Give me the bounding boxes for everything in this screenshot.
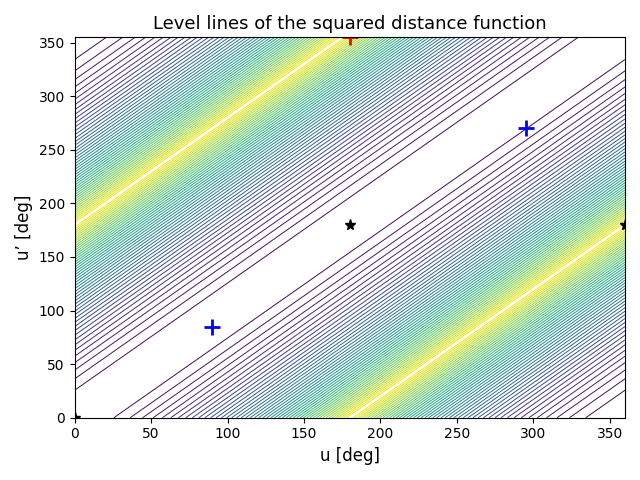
X-axis label: u [deg]: u [deg] [320, 447, 380, 465]
Title: Level lines of the squared distance function: Level lines of the squared distance func… [153, 15, 547, 33]
Y-axis label: u’ [deg]: u’ [deg] [15, 195, 33, 260]
